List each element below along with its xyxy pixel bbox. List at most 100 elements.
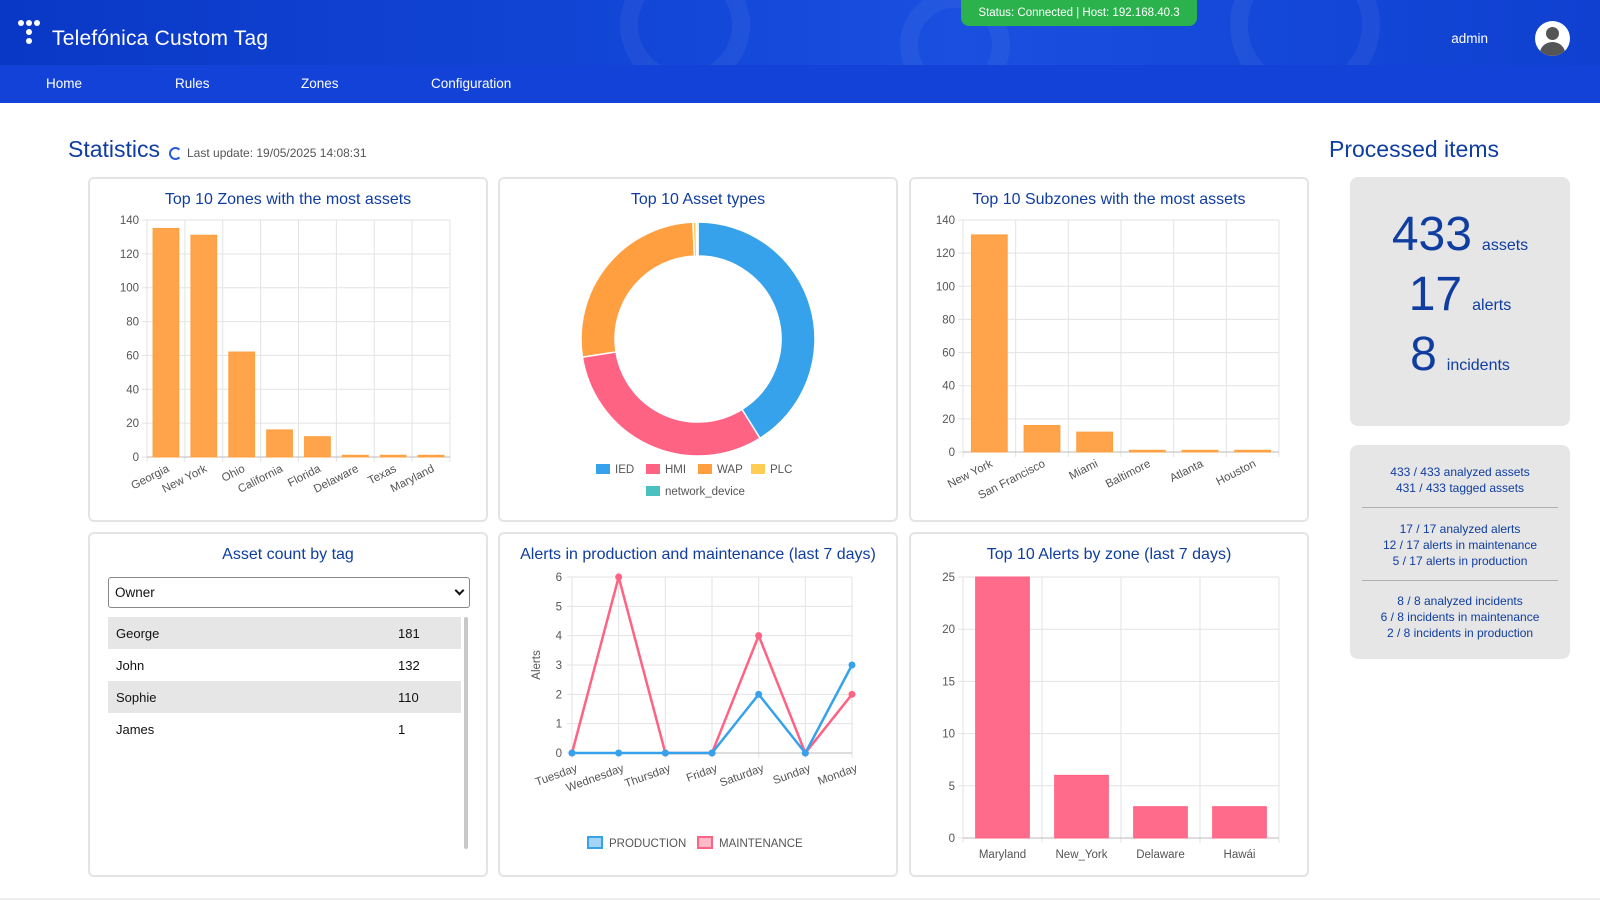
x-tick-label: Maryland <box>389 463 437 495</box>
chart-title: Top 10 Alerts by zone (last 7 days) <box>986 546 1232 563</box>
nav-home[interactable]: Home <box>46 76 83 91</box>
bar <box>1234 449 1272 453</box>
x-tick-label: Delaware <box>1136 849 1185 861</box>
y-tick-label: 10 <box>942 729 955 741</box>
detail-line: 433 / 433 analyzed assets <box>1390 465 1530 479</box>
y-tick-label: 4 <box>556 631 563 643</box>
bar <box>341 454 369 458</box>
data-point <box>708 749 716 757</box>
y-tick-label: 25 <box>942 572 955 584</box>
x-tick-label: Friday <box>685 762 719 784</box>
assets-count: 433 <box>1391 208 1472 261</box>
tag-name: John <box>116 657 145 673</box>
processed-items-title: Processed items <box>1329 136 1500 162</box>
alerts-stat: 17 alerts <box>1350 267 1570 322</box>
donut-slice <box>697 221 816 440</box>
donut-slice <box>695 221 699 257</box>
tag-count: 1 <box>398 721 406 737</box>
telefonica-logo-icon[interactable] <box>18 18 44 48</box>
donut-slice <box>581 351 762 457</box>
alerts-detail: 17 / 17 analyzed alerts 12 / 17 alerts i… <box>1362 521 1558 569</box>
legend-label: WAP <box>717 464 743 476</box>
nav-zones[interactable]: Zones <box>301 76 339 91</box>
subzones-chart-card: Top 10 Subzones with the most assets 0 20… <box>909 177 1309 522</box>
x-tick-label: Saturday <box>718 762 766 789</box>
chevron-down-icon <box>454 585 465 596</box>
tag-name: James <box>116 721 155 737</box>
data-point <box>755 690 763 698</box>
last-update-text: Last update: 19/05/2025 14:08:31 <box>187 146 367 160</box>
alerts-by-zone-chart-card: Top 10 Alerts by zone (last 7 days) 0 5 10… <box>909 532 1309 877</box>
x-tick-label: Miami <box>1067 458 1100 483</box>
legend-swatch <box>596 464 610 474</box>
legend-swatch <box>698 464 712 474</box>
tag-count: 132 <box>398 657 420 673</box>
app-title: Telefónica Custom Tag <box>52 27 269 50</box>
y-tick-label: 120 <box>120 249 139 261</box>
y-tick-label: 3 <box>556 660 562 672</box>
detail-line: 431 / 433 tagged assets <box>1395 481 1525 495</box>
refresh-icon[interactable] <box>169 146 182 160</box>
legend-label: MAINTENANCE <box>719 838 803 850</box>
incidents-stat: 8 incidents <box>1350 327 1570 382</box>
nav-configuration[interactable]: Configuration <box>431 76 512 91</box>
list-item: John 132 <box>108 649 461 681</box>
y-tick-label: 60 <box>126 350 139 362</box>
assets-stat: 433 assets <box>1350 207 1570 262</box>
detail-line: 6 / 8 incidents in maintenance <box>1380 610 1540 624</box>
processed-detail-box: 433 / 433 analyzed assets 431 / 433 tagg… <box>1350 445 1570 659</box>
bar <box>1212 806 1267 839</box>
top-header: Telefónica Custom Tag Status: Connected … <box>0 0 1600 65</box>
avatar[interactable] <box>1535 21 1570 56</box>
tag-select[interactable]: Owner <box>108 577 470 608</box>
asset-types-chart-card: Top 10 Asset types IED HMI WAP PLC network_d… <box>498 177 898 522</box>
data-point <box>848 690 856 698</box>
x-tick-label: Monday <box>816 762 859 787</box>
chart-title: Alerts in production and maintenance (la… <box>520 546 876 563</box>
bar <box>1023 424 1061 453</box>
last-update: Last update: 19/05/2025 14:08:31 <box>169 146 367 160</box>
tag-count: 181 <box>398 625 420 641</box>
bar <box>1054 774 1109 839</box>
bar <box>417 454 445 458</box>
x-tick-label: Maryland <box>979 849 1026 861</box>
y-axis-label: Alerts <box>531 650 543 680</box>
y-tick-label: 2 <box>556 689 562 701</box>
y-tick-label: 6 <box>556 572 562 584</box>
bar <box>304 436 331 458</box>
bar <box>1128 449 1166 453</box>
tag-name: Sophie <box>116 689 157 705</box>
zones-chart-card: Top 10 Zones with the most assets 0 20 40 6… <box>88 177 488 522</box>
chart-title: Top 10 Subzones with the most assets <box>972 191 1246 208</box>
divider <box>1362 507 1558 508</box>
y-tick-label: 80 <box>126 317 139 329</box>
list-item: James 1 <box>108 713 461 745</box>
user-icon-body <box>1540 42 1565 56</box>
x-tick-label: Baltimore <box>1104 458 1153 491</box>
tag-list-scrollbar[interactable] <box>464 617 468 849</box>
x-tick-label: Atlanta <box>1168 458 1206 485</box>
bar <box>228 351 256 458</box>
data-point <box>801 749 809 757</box>
y-tick-label: 0 <box>133 452 139 464</box>
detail-line: 2 / 8 incidents in production <box>1386 626 1534 640</box>
assets-detail: 433 / 433 analyzed assets 431 / 433 tagg… <box>1362 464 1558 496</box>
y-tick-label: 100 <box>120 283 139 295</box>
data-point <box>568 749 576 757</box>
nav-rules[interactable]: Rules <box>175 76 210 91</box>
alerts-count: 17 <box>1408 268 1463 321</box>
tag-name: George <box>116 625 160 641</box>
y-tick-label: 40 <box>126 384 139 396</box>
legend-swatch <box>646 486 660 496</box>
legend-swatch <box>587 836 603 849</box>
data-point <box>848 661 856 669</box>
connection-status-badge: Status: Connected | Host: 192.168.40.3 <box>961 0 1197 26</box>
bar <box>1076 431 1114 453</box>
detail-line: 5 / 17 alerts in production <box>1392 554 1528 568</box>
legend-swatch <box>751 464 765 474</box>
y-tick-label: 20 <box>942 624 955 636</box>
user-name[interactable]: admin <box>1451 31 1488 46</box>
y-tick-label: 100 <box>936 281 955 293</box>
